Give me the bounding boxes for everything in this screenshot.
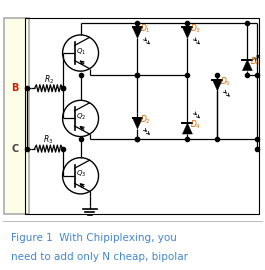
Text: $Q_2$: $Q_2$ xyxy=(76,112,86,122)
Text: B: B xyxy=(11,83,18,93)
Text: $Q_3$: $Q_3$ xyxy=(76,169,86,179)
Text: C: C xyxy=(11,144,18,154)
Text: $Q_1$: $Q_1$ xyxy=(76,46,86,57)
Text: $D_5$: $D_5$ xyxy=(220,75,231,88)
Polygon shape xyxy=(213,80,222,91)
Polygon shape xyxy=(132,27,143,38)
Text: $R_3$: $R_3$ xyxy=(43,134,54,146)
Text: $R_2$: $R_2$ xyxy=(43,73,54,86)
FancyBboxPatch shape xyxy=(4,18,29,214)
Polygon shape xyxy=(182,123,192,134)
Text: $D_3$: $D_3$ xyxy=(191,23,201,35)
Polygon shape xyxy=(242,60,252,71)
Text: $D_2$: $D_2$ xyxy=(140,113,151,126)
Text: $D_4$: $D_4$ xyxy=(191,119,201,131)
Text: $D_6$: $D_6$ xyxy=(250,55,261,68)
Text: Figure 1  With Chipiplexing, you: Figure 1 With Chipiplexing, you xyxy=(11,233,176,243)
Text: $D_1$: $D_1$ xyxy=(140,23,151,35)
Text: need to add only N cheap, bipolar: need to add only N cheap, bipolar xyxy=(11,252,188,262)
Polygon shape xyxy=(132,118,143,129)
Polygon shape xyxy=(182,27,192,38)
